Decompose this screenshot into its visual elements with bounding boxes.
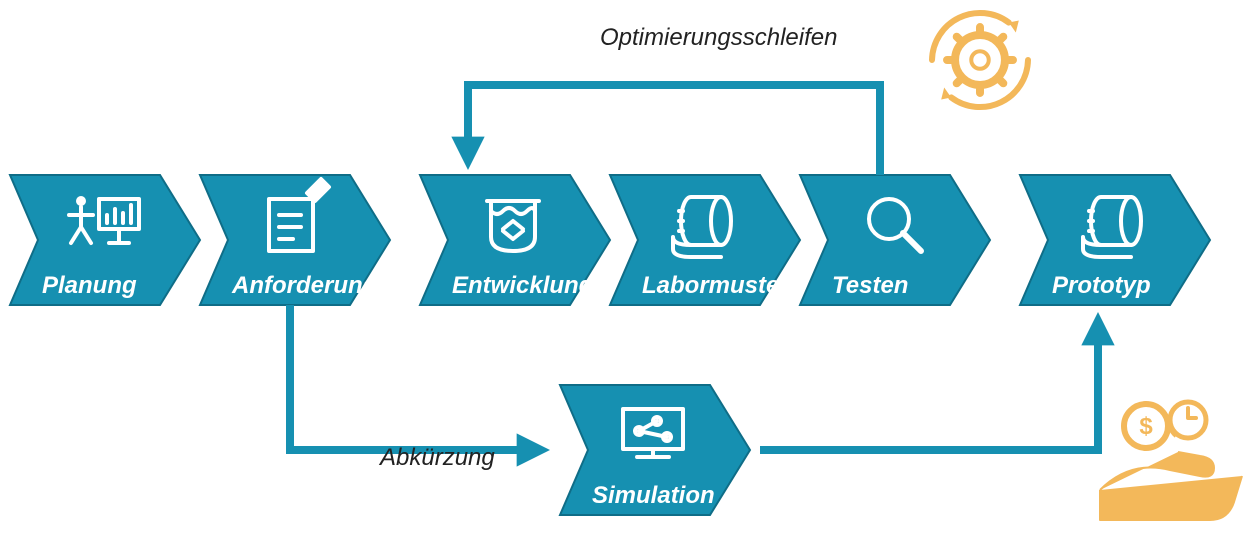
step-anforderung-label: Anforderung: [231, 272, 378, 299]
arrow-optimization-loop: [468, 85, 880, 175]
step-planung: Planung: [10, 175, 200, 305]
label-shortcut: Abkürzung: [378, 444, 495, 471]
step-anforderung: Anforderung: [200, 175, 390, 305]
step-testen-label: Testen: [832, 272, 908, 299]
label-optimization-loop: Optimierungsschleifen: [600, 24, 837, 51]
step-simulation: Simulation: [560, 385, 750, 515]
arrow-shortcut-down: [290, 305, 540, 450]
gear-cycle-icon: [932, 13, 1028, 107]
arrow-shortcut-up: [760, 322, 1098, 450]
step-simulation-label: Simulation: [592, 482, 715, 509]
step-planung-label: Planung: [42, 272, 137, 299]
hand-money-icon: $: [1100, 402, 1242, 520]
step-prototyp: Prototyp: [1020, 175, 1210, 305]
step-entwicklung-label: Entwicklung: [452, 272, 594, 299]
step-labormuster: Labormuster: [610, 175, 800, 305]
step-labormuster-label: Labormuster: [642, 272, 790, 299]
step-prototyp-label: Prototyp: [1052, 272, 1151, 299]
step-entwicklung: Entwicklung: [420, 175, 610, 305]
step-testen: Testen: [800, 175, 990, 305]
svg-text:$: $: [1139, 413, 1153, 440]
